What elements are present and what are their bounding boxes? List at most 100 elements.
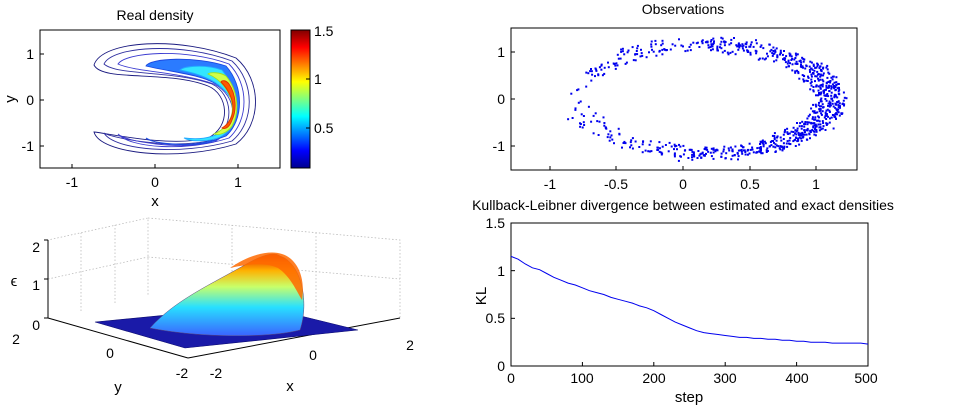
scatter-point [791, 57, 794, 60]
scatter-point [710, 43, 713, 46]
scatter-point [654, 43, 657, 46]
scatter-point [650, 45, 653, 48]
scatter-point [576, 89, 579, 92]
scatter-point [592, 114, 595, 117]
scatter-point [603, 124, 606, 127]
scatter-point [618, 133, 621, 136]
scatter-point [797, 72, 800, 75]
scatter-point [795, 60, 798, 63]
scatter-point [608, 139, 611, 142]
scatter-point [794, 145, 797, 147]
scatter-point [579, 122, 581, 125]
scatter-point [808, 68, 811, 71]
scatter-point [824, 115, 827, 117]
scatter-point [790, 59, 793, 61]
scatter-point [820, 128, 823, 131]
scatter-point [833, 96, 836, 99]
scatter-point [818, 129, 821, 132]
scatter-point [783, 145, 786, 148]
scatter-point [740, 149, 743, 151]
scatter-point [706, 41, 709, 44]
kl-series-line [510, 255, 869, 345]
scatter-point [613, 142, 615, 145]
scatter-point [585, 71, 588, 74]
scatter-point [819, 75, 822, 78]
scatter-point [704, 41, 707, 44]
scatter-point [742, 44, 745, 47]
scatter-point [795, 136, 797, 139]
scatter-point [692, 153, 695, 156]
scatter-point [647, 150, 650, 153]
scatter-point [787, 59, 790, 62]
scatter-point [705, 152, 707, 155]
scatter-point [828, 105, 831, 108]
scatter-point [815, 66, 818, 69]
scatter-point [783, 50, 785, 52]
scatter-point [835, 117, 837, 120]
scatter-point [587, 105, 590, 108]
scatter-point [837, 111, 840, 114]
scatter-point [822, 66, 825, 69]
scatter-point [799, 134, 801, 137]
scatter-point [749, 53, 752, 56]
scatter-point [761, 57, 764, 60]
scatter-point [801, 120, 804, 123]
scatter-point [799, 122, 802, 125]
scatter-point [623, 53, 626, 56]
scatter-point [811, 72, 814, 74]
scatter-point [710, 147, 713, 150]
scatter-point [796, 129, 799, 132]
scatter-point [704, 148, 707, 151]
scatter-point [817, 123, 820, 126]
scatter-point [611, 138, 614, 141]
chart-title: Observations [642, 1, 724, 17]
scatter-point [800, 134, 803, 137]
scatter-point [806, 123, 809, 126]
scatter-point [759, 146, 762, 148]
scatter-point [821, 110, 824, 113]
scatter-point [762, 143, 765, 146]
scatter-point [728, 149, 731, 152]
scatter-point [737, 48, 740, 51]
scatter-point [624, 62, 627, 65]
scatter-point [734, 53, 737, 56]
scatter-point [810, 73, 813, 76]
scatter-point [741, 146, 744, 149]
scatter-point [834, 106, 837, 109]
scatter-point [691, 156, 693, 159]
scatter-point [831, 99, 834, 102]
scatter-point [830, 94, 833, 97]
y-tick-label: 1.5 [486, 215, 506, 231]
scatter-point [571, 117, 574, 119]
scatter-point [635, 50, 638, 52]
axis-ticks [40, 53, 239, 168]
scatter-point [674, 145, 677, 148]
panel-density-3d: 0 1 2 ϵ 2 0 -2 y -2 0 2 x [11, 217, 414, 396]
panel-observations: Observations -1 -0.5 0 0.5 1 -1 0 1 [493, 1, 858, 192]
y-axis-label: y [2, 95, 19, 103]
scatter-point [603, 122, 606, 124]
scatter-point [795, 133, 798, 136]
scatter-point [712, 37, 715, 40]
scatter-point [764, 142, 767, 145]
scatter-point [621, 47, 624, 50]
scatter-point [818, 126, 821, 129]
scatter-point [758, 146, 761, 149]
scatter-point [808, 65, 811, 68]
chart-title: Kullback-Leibner divergence between esti… [472, 197, 894, 213]
x-tick-label: 0 [309, 347, 317, 363]
scatter-point [806, 117, 809, 120]
scatter-point [641, 151, 644, 154]
scatter-point [775, 144, 778, 147]
scatter-point [826, 64, 829, 67]
scatter-point [779, 148, 782, 151]
scatter-point [822, 91, 825, 94]
scatter-point [658, 141, 661, 144]
scatter-point [810, 75, 813, 78]
scatter-point [772, 46, 775, 49]
scatter-point [720, 36, 723, 39]
scatter-point [801, 136, 804, 139]
scatter-point [689, 43, 692, 46]
scatter-point [606, 136, 609, 139]
scatter-point [741, 47, 744, 50]
